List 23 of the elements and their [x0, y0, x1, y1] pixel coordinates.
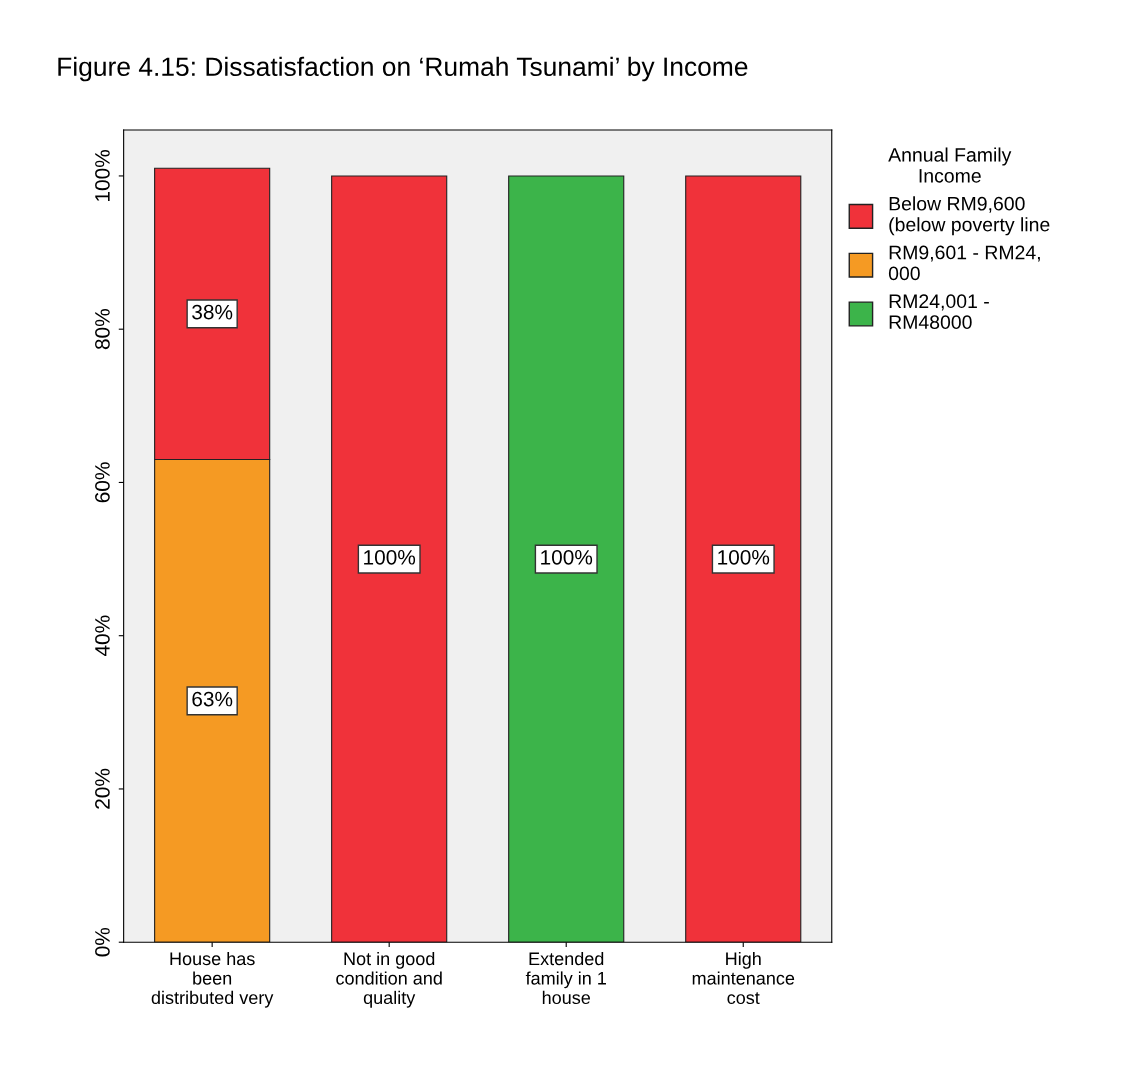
x-tick-label: House has been distributed very: [151, 951, 274, 1008]
y-tick-label: 60%: [95, 462, 110, 503]
data-label: 63%: [192, 691, 233, 707]
y-tick-label: 0%: [95, 927, 110, 957]
y-tick-label: 80%: [95, 309, 110, 350]
legend-label: Below RM9,600 (below poverty line: [889, 196, 1050, 236]
y-tick-label: 100%: [95, 150, 110, 201]
data-label: 100%: [364, 549, 416, 565]
chart-title: Figure 4.15: Dissatisfaction on ‘Rumah Tsunami’ by Income: [58, 56, 748, 82]
legend-label: RM24,001 - RM48000: [889, 294, 989, 330]
data-label: 100%: [541, 549, 593, 565]
bar: [685, 175, 802, 943]
legend-title: Annual Family Income: [888, 147, 1012, 183]
y-tick-label: 20%: [95, 768, 110, 809]
data-label: 100%: [718, 549, 770, 565]
bar: [331, 175, 448, 943]
bar: [508, 175, 625, 943]
legend-label: RM9,601 - RM24, 000: [888, 245, 1040, 281]
x-tick-label: High maintenance cost: [692, 951, 795, 1005]
data-label: 38%: [192, 304, 233, 320]
y-tick-label: 40%: [95, 615, 110, 657]
x-tick-label: Not in good condition and quality: [336, 951, 442, 1008]
x-tick-label: Extended family in 1 house: [525, 951, 606, 1005]
